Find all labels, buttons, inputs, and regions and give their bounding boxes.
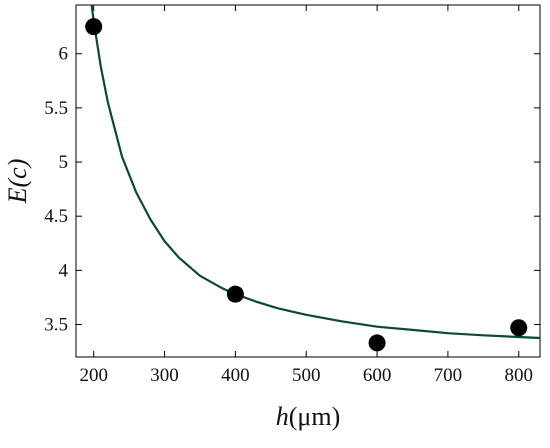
x-axis-unit: (μm) [289, 402, 340, 431]
y-tick-label: 4.5 [44, 206, 68, 227]
plot-frame [75, 4, 541, 358]
x-tick-label: 500 [292, 365, 321, 386]
x-tick-label: 200 [79, 365, 108, 386]
y-tick-label: 5.5 [44, 98, 68, 119]
x-tick-label: 600 [363, 365, 392, 386]
data-points-layer [85, 18, 528, 352]
data-point [510, 319, 528, 337]
y-axis-label: E(c) [3, 159, 32, 205]
data-point [368, 334, 386, 352]
x-axis: 200 300 400 500 600 700 800 [79, 5, 533, 386]
x-axis-variable: h [276, 402, 289, 431]
y-tick-label: 6 [59, 44, 69, 65]
y-tick-label: 4 [59, 260, 69, 281]
x-tick-label: 300 [150, 365, 179, 386]
data-point [226, 285, 244, 303]
x-tick-label: 800 [504, 365, 533, 386]
x-tick-label: 400 [221, 365, 250, 386]
x-tick-label: 700 [434, 365, 463, 386]
fit-curve-layer [90, 5, 540, 340]
y-axis: 3.5 4 4.5 5 5.5 6 [44, 44, 540, 336]
y-axis-variable: E [3, 187, 32, 204]
x-axis-label: h(μm) [276, 402, 340, 431]
y-tick-label: 3.5 [44, 315, 68, 336]
y-axis-argument: (c) [3, 159, 32, 188]
fit-curve [90, 5, 540, 340]
y-tick-label: 5 [59, 152, 69, 173]
data-point [85, 18, 103, 36]
